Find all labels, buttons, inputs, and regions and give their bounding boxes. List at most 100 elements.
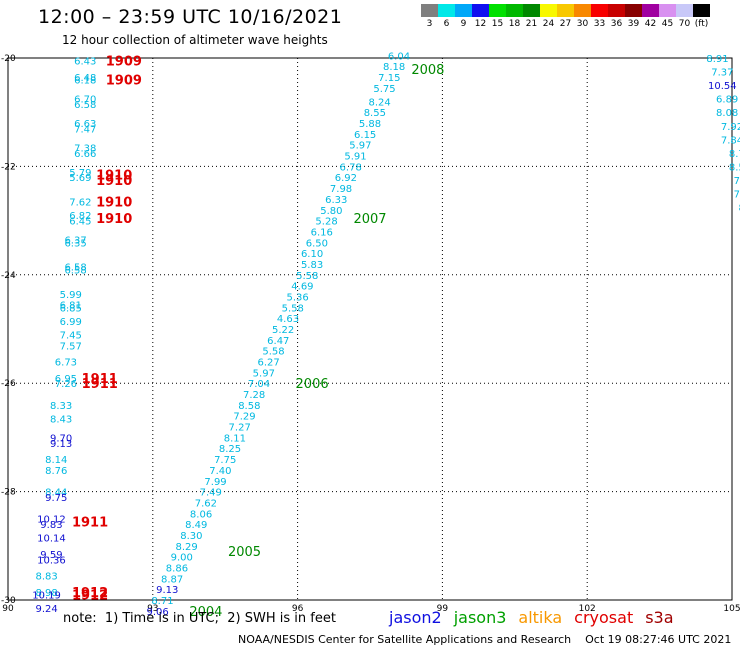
colorbar-cell: 33 bbox=[591, 4, 608, 29]
wave-height-value: 5.58 bbox=[282, 303, 304, 314]
wave-height-value: 7 bbox=[734, 190, 740, 201]
wave-height-value: 10.14 bbox=[37, 534, 66, 545]
wave-height-value: 6.58 bbox=[74, 100, 96, 111]
colorbar-label: 27 bbox=[559, 19, 572, 29]
colorbar-swatch bbox=[642, 4, 659, 17]
colorbar-label: 9 bbox=[460, 19, 467, 29]
wave-height-value: 6.04 bbox=[388, 51, 410, 62]
plot-frame bbox=[7, 57, 733, 601]
wave-height-value: 9.24 bbox=[35, 604, 57, 615]
colorbar-swatch bbox=[540, 4, 557, 17]
wave-height-value: 4.63 bbox=[277, 314, 299, 325]
wave-height-value: 5.83 bbox=[301, 260, 323, 271]
colorbar-swatch bbox=[472, 4, 489, 17]
credit-line: NOAA/NESDIS Center for Satellite Applica… bbox=[238, 633, 732, 646]
colorbar-label: 21 bbox=[525, 19, 538, 29]
wave-height-value: 8.25 bbox=[219, 444, 241, 455]
wave-height-value: 7.15 bbox=[378, 73, 400, 84]
colorbar-label: 15 bbox=[491, 19, 504, 29]
wave-height-value: 7 bbox=[734, 176, 740, 187]
wave-height-value: 6.33 bbox=[325, 195, 347, 206]
wave-height-value: 5.75 bbox=[373, 84, 395, 95]
wave-height-value: 7.57 bbox=[60, 341, 82, 352]
colorbar-label: (ft) bbox=[694, 19, 709, 29]
colorbar-label: 39 bbox=[627, 19, 640, 29]
wave-height-value: 8.24 bbox=[369, 97, 391, 108]
pass-time-label: 1909 bbox=[106, 74, 142, 89]
wave-height-value: 7.26 bbox=[55, 379, 77, 390]
chart-title: 12:00 – 23:59 UTC 10/16/2021 bbox=[38, 6, 343, 28]
wave-height-value: 10.19 bbox=[32, 591, 61, 602]
legend-entry-jason2: jason2 bbox=[389, 608, 442, 627]
colorbar-label: 12 bbox=[474, 19, 487, 29]
colorbar-swatch bbox=[591, 4, 608, 17]
wave-height-value: 10.36 bbox=[37, 555, 66, 566]
wave-height-value: 7.38 bbox=[74, 143, 96, 154]
wave-height-value: 5.79 bbox=[69, 168, 91, 179]
wave-height-value: 8.58 bbox=[238, 401, 260, 412]
colorbar-label: 3 bbox=[426, 19, 433, 29]
wave-height-value: 6.48 bbox=[74, 73, 96, 84]
colorbar-swatch bbox=[608, 4, 625, 17]
wave-height-value: 8.5 bbox=[729, 162, 740, 173]
wave-height-value: 8 bbox=[738, 203, 740, 214]
colorbar-label: 70 bbox=[678, 19, 691, 29]
pass-time-label: 1912 bbox=[72, 589, 108, 604]
wave-height-value: 8.7 bbox=[729, 149, 740, 160]
footer-note: note: 1) Time is in UTC; 2) SWH is in fe… bbox=[63, 611, 336, 626]
wave-height-value: 7.98 bbox=[330, 184, 352, 195]
wave-height-value: 8.43 bbox=[50, 414, 72, 425]
colorbar-cell: 42 bbox=[642, 4, 659, 29]
chart-subtitle: 12 hour collection of altimeter wave hei… bbox=[62, 33, 328, 47]
wave-height-value: 5.80 bbox=[320, 206, 342, 217]
wave-height-value: 6.37 bbox=[64, 236, 86, 247]
wave-height-value: 6.70 bbox=[74, 95, 96, 106]
colorbar-cell: 12 bbox=[472, 4, 489, 29]
wave-height-value: 5.36 bbox=[286, 292, 308, 303]
wave-height-value: 7.84 bbox=[721, 135, 740, 146]
colorbar-label: 36 bbox=[610, 19, 623, 29]
colorbar-cell: 39 bbox=[625, 4, 642, 29]
wave-height-value: 6.82 bbox=[69, 211, 91, 222]
pass-time-label: 1911 bbox=[82, 372, 118, 387]
colorbar-cell: 9 bbox=[455, 4, 472, 29]
wave-height-value: 7.49 bbox=[200, 488, 222, 499]
wave-height-value: 6.78 bbox=[340, 162, 362, 173]
pass-time-label: 2006 bbox=[296, 377, 329, 392]
colorbar-cell: 3 bbox=[421, 4, 438, 29]
colorbar-label: 18 bbox=[508, 19, 521, 29]
wave-height-value: 10.12 bbox=[37, 515, 66, 526]
wave-height-value: 6.58 bbox=[64, 265, 86, 276]
wave-height-value: 6.47 bbox=[267, 336, 289, 347]
colorbar-swatch bbox=[506, 4, 523, 17]
wave-height-value: 8.44 bbox=[45, 488, 67, 499]
wave-height-value: 6.50 bbox=[306, 238, 328, 249]
x-tick-label: 96 bbox=[292, 604, 304, 614]
pass-time-label: 1912 bbox=[72, 586, 108, 601]
wave-height-value: 9.59 bbox=[40, 550, 62, 561]
wave-height-value: 7.47 bbox=[74, 124, 96, 135]
pass-time-label: 1910 bbox=[96, 212, 132, 227]
wave-height-value: 7.92 bbox=[721, 122, 740, 133]
wave-height-value: 6.99 bbox=[60, 317, 82, 328]
wave-height-value: 6.85 bbox=[60, 303, 82, 314]
wave-height-value: 8.06 bbox=[190, 509, 212, 520]
wave-height-value: 8.83 bbox=[35, 572, 57, 583]
colorbar-swatch bbox=[455, 4, 472, 17]
wave-height-value: 7.99 bbox=[204, 477, 226, 488]
wave-height-value: 5.97 bbox=[349, 141, 371, 152]
wave-height-value: 5.22 bbox=[272, 325, 294, 336]
wave-height-value: 7.45 bbox=[60, 330, 82, 341]
colorbar-swatch bbox=[421, 4, 438, 17]
pass-time-label: 2007 bbox=[353, 212, 386, 227]
colorbar-swatch bbox=[659, 4, 676, 17]
colorbar-swatch bbox=[676, 4, 693, 17]
wave-height-value: 9.13 bbox=[50, 439, 72, 450]
wave-height-value: 7.75 bbox=[214, 455, 236, 466]
x-tick-label: 102 bbox=[579, 604, 596, 614]
wave-height-value: 6.66 bbox=[74, 149, 96, 160]
wave-height-value: 6.16 bbox=[311, 227, 333, 238]
wave-height-value: 4.69 bbox=[291, 282, 313, 293]
wave-height-value: 8.14 bbox=[45, 455, 67, 466]
